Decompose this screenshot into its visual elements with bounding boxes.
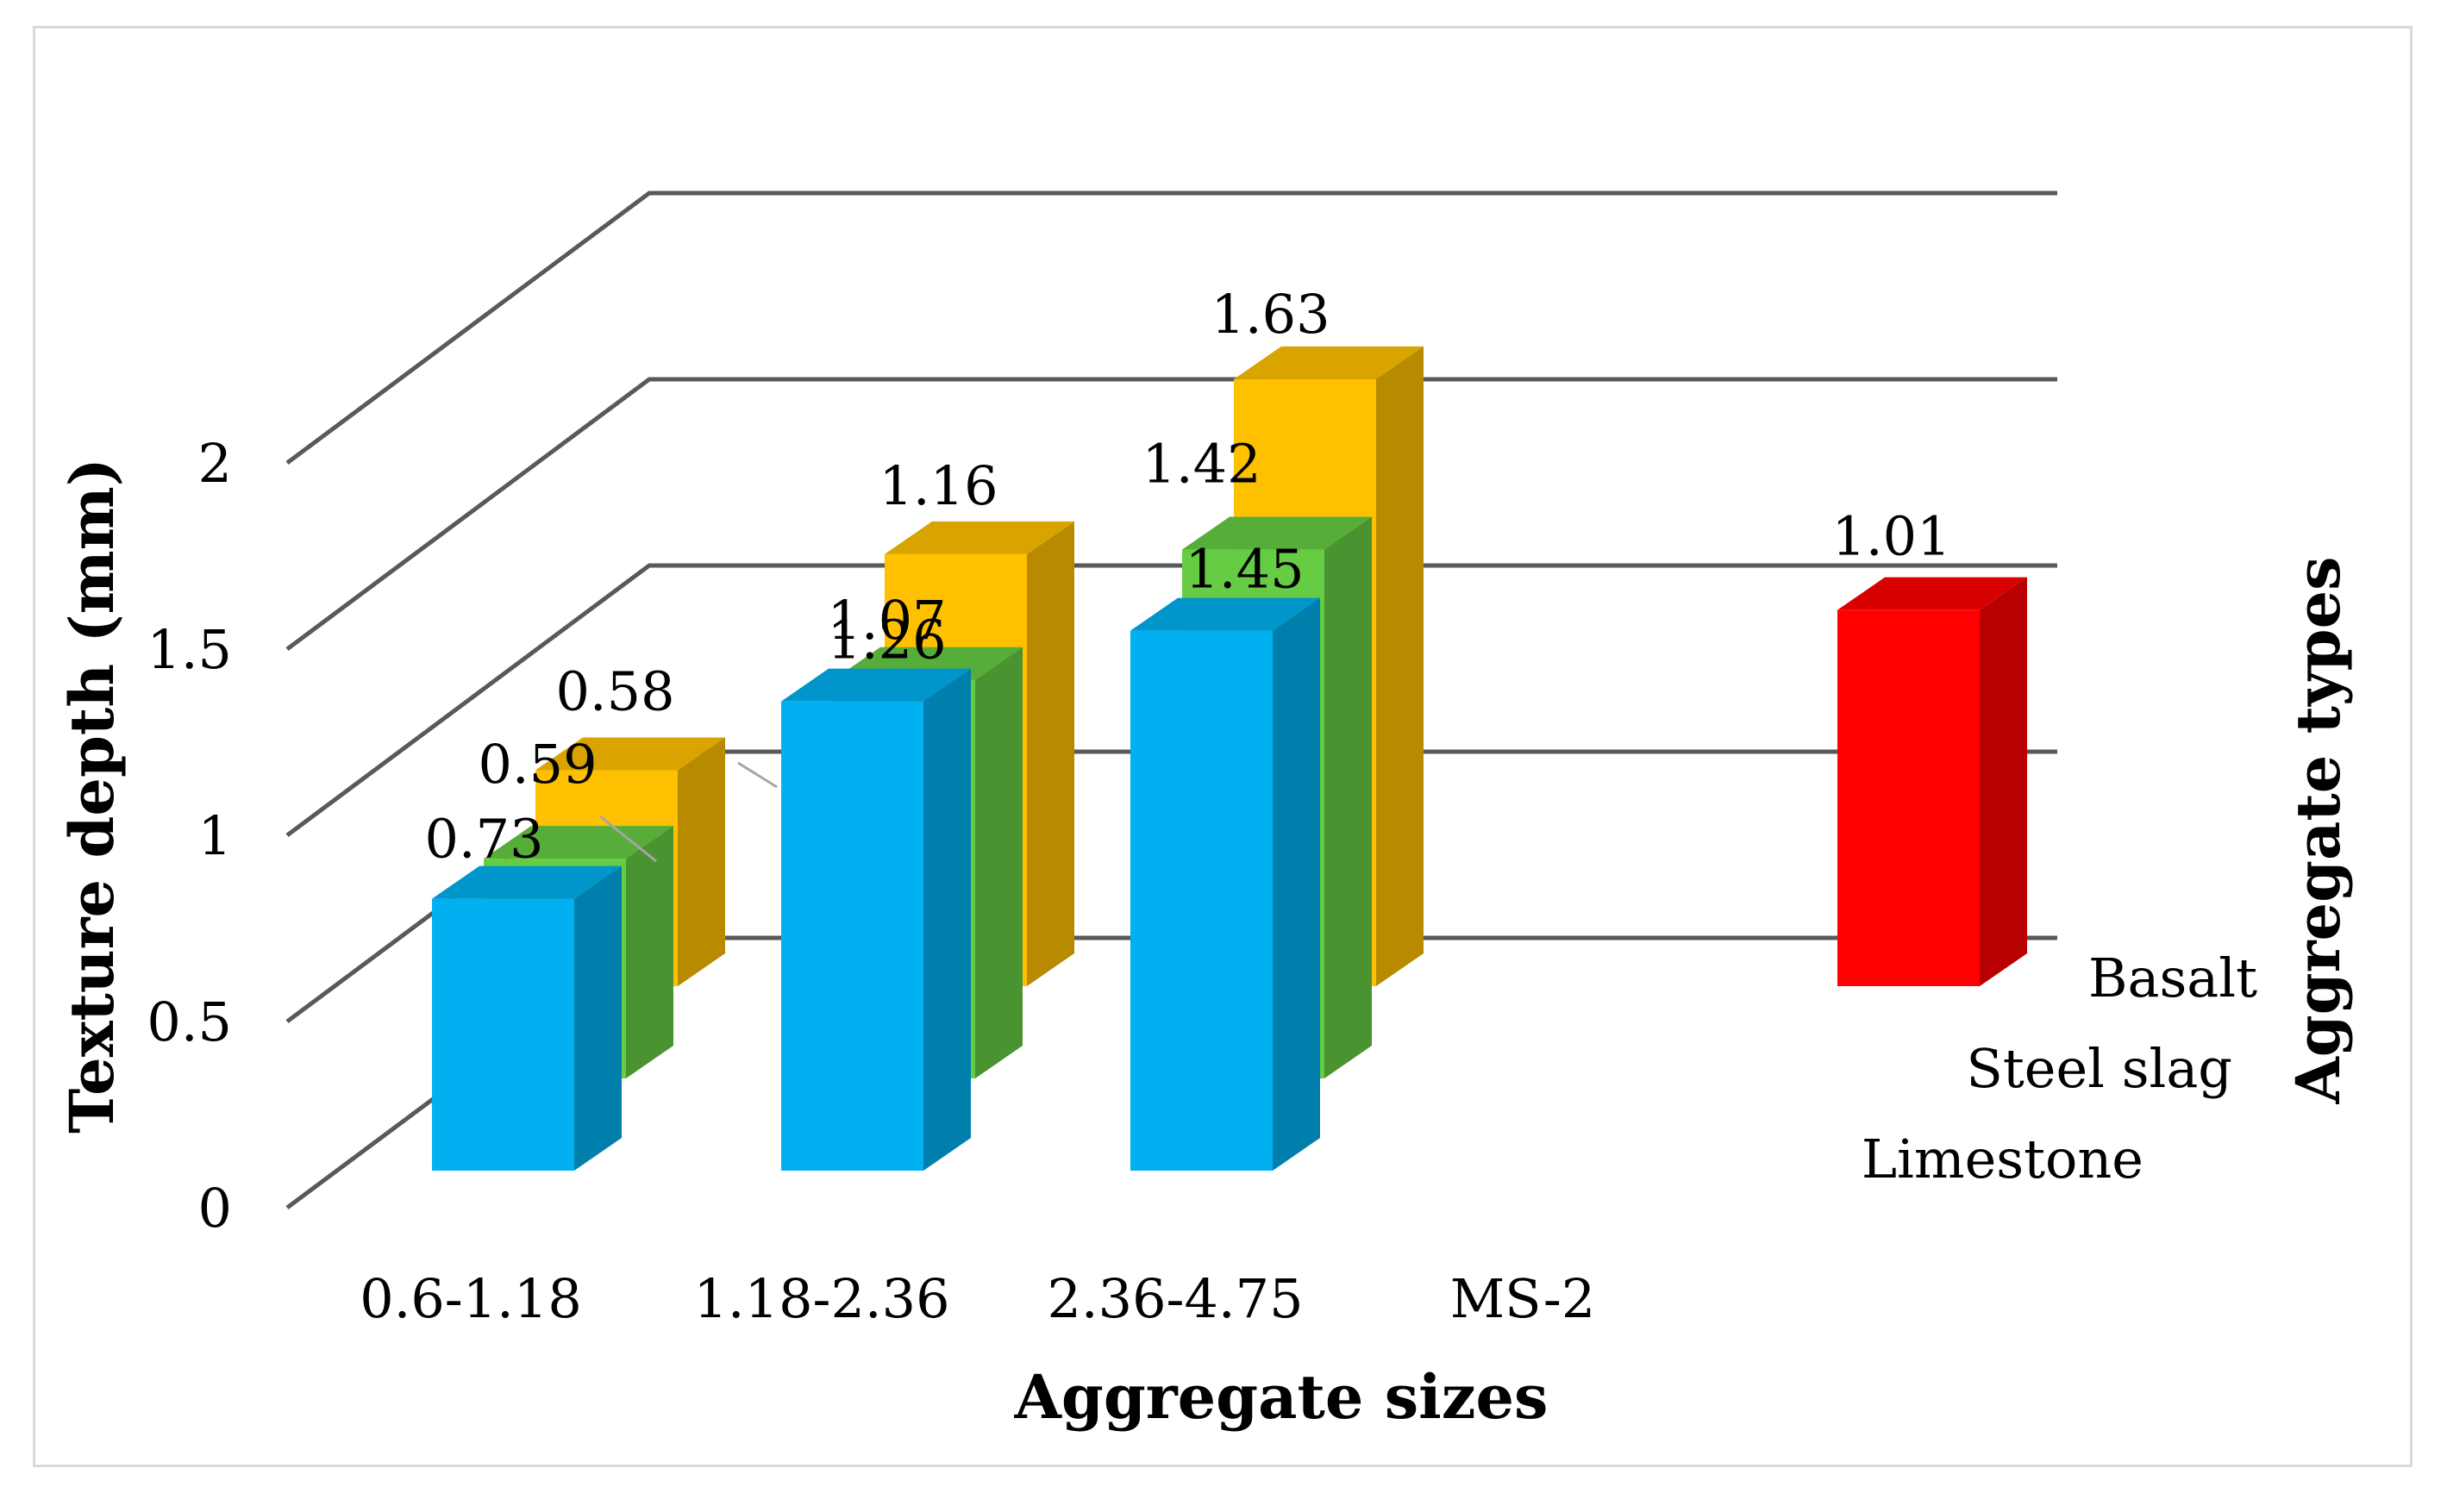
- bar-side: [626, 826, 673, 1078]
- bar-chart-3d: 00.511.52 0.581.161.631.010.591.071.420.…: [56, 191, 2354, 1433]
- series-label: Steel slag: [1966, 1037, 2232, 1100]
- data-label: 1.07: [827, 589, 946, 652]
- bar-side: [678, 737, 725, 986]
- bar-top: [484, 826, 673, 859]
- bar-front: [1130, 630, 1273, 1171]
- depth-axis-series-labels: Limestone Steel slag Basalt: [1862, 947, 2257, 1190]
- leader-line: [737, 761, 778, 789]
- data-label: 1.16: [879, 454, 998, 517]
- y-axis-ticks: 0 0.5 1 1.5 2: [147, 432, 232, 1240]
- data-label: 1.63: [1211, 283, 1330, 346]
- data-label: 1.26: [827, 609, 946, 672]
- bar-top: [1837, 577, 2027, 610]
- gridlines: [285, 191, 2057, 1210]
- y-tick-label: 2: [198, 432, 232, 495]
- bar-side: [1027, 521, 1074, 986]
- y-tick-label: 1: [198, 804, 232, 867]
- bar-side: [1273, 597, 1320, 1171]
- bar-front: [432, 898, 574, 1171]
- bar-top: [781, 668, 971, 702]
- bar-front: [1837, 609, 1980, 986]
- chart-frame: 0 0.5 1 1.5 2 0.58 1.16 1.63 1.01 0.59 1.07 1.42 0.…: [33, 26, 2413, 1467]
- gridline: [285, 191, 2057, 465]
- data-label: 0.59: [478, 733, 597, 796]
- x-category-label: 2.36-4.75: [1047, 1267, 1303, 1330]
- gridline: [285, 563, 2057, 838]
- bar-top: [1182, 516, 1372, 550]
- bar-side: [923, 668, 971, 1171]
- y-tick-label: 0: [198, 1177, 232, 1240]
- x-axis-title: Aggregate sizes: [1014, 1361, 1549, 1433]
- data-label: 1.45: [1185, 538, 1304, 601]
- bars: [432, 346, 2027, 1171]
- bar-side: [975, 647, 1023, 1078]
- bar-limestone-2: [1130, 597, 1320, 1171]
- x-category-label: 0.6-1.18: [360, 1267, 582, 1330]
- data-label: 0.58: [555, 659, 674, 722]
- bar-top: [1130, 597, 1320, 631]
- bar-limestone-0: [432, 865, 622, 1171]
- gridline: [285, 377, 2057, 652]
- data-label: 1.42: [1142, 433, 1261, 496]
- data-label: 1.01: [1831, 505, 1950, 568]
- bar-basalt-3: [1837, 577, 2027, 986]
- x-category-label: MS-2: [1450, 1267, 1596, 1330]
- depth-axis-title: Aggregate types: [2282, 556, 2354, 1104]
- bar-top: [535, 737, 725, 771]
- bar-front: [781, 701, 923, 1171]
- y-tick-label: 1.5: [147, 618, 232, 681]
- bar-top: [885, 521, 1074, 554]
- bar-side: [1324, 516, 1372, 1078]
- data-labels: 0.58 1.16 1.63 1.01 0.59 1.07 1.42 0.73 1.26 1.45: [424, 283, 1950, 871]
- bar-side: [1376, 346, 1424, 987]
- y-tick-label: 0.5: [147, 990, 232, 1053]
- leader-line: [599, 815, 657, 863]
- data-label: 0.73: [424, 808, 543, 871]
- y-axis-title: Texture depth (mm): [56, 458, 128, 1134]
- bar-top: [1234, 346, 1424, 379]
- series-label: Limestone: [1862, 1128, 2143, 1190]
- x-category-label: 1.18-2.36: [693, 1267, 949, 1330]
- bar-side: [1980, 577, 2027, 986]
- bar-side: [574, 865, 622, 1171]
- series-label: Basalt: [2088, 947, 2257, 1009]
- bar-limestone-1: [781, 668, 971, 1171]
- x-axis-categories: 0.6-1.18 1.18-2.36 2.36-4.75 MS-2: [360, 1267, 1595, 1330]
- bar-top: [432, 865, 622, 899]
